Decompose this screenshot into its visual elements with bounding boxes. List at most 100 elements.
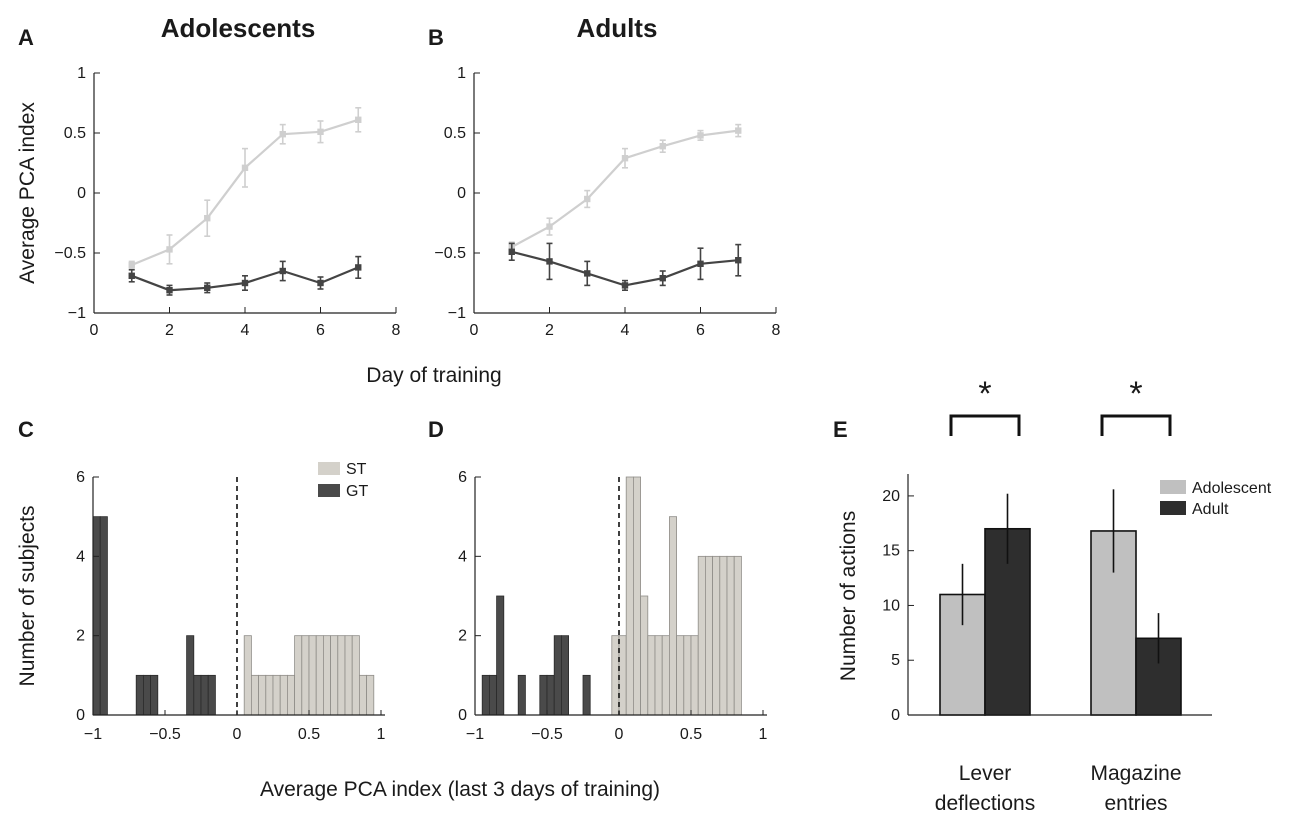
x-tick-label: 0: [90, 322, 99, 339]
x-tick-label: 6: [696, 322, 705, 339]
data-point-gt: [508, 248, 515, 255]
x-tick-label: 0: [470, 322, 479, 339]
data-point-st: [128, 261, 135, 269]
data-point-gt: [546, 258, 553, 265]
y-tick-label: 0.5: [64, 125, 86, 142]
hist-bar-st: [719, 555, 728, 716]
hist-bar-st: [301, 635, 310, 716]
data-point-gt: [697, 260, 704, 267]
data-point-gt: [279, 267, 286, 275]
data-point-st: [697, 132, 704, 139]
x-tick-label: 1: [377, 726, 386, 743]
shared-xlabel-top: Day of training: [366, 364, 501, 387]
panel-c-plot: 0 2 4 6 −1 −0.5 0 0.5 1: [76, 469, 385, 743]
hist-bar-gt: [207, 674, 216, 716]
panel-a-ylabel: Average PCA index: [16, 102, 39, 284]
panel-e-ylabel: Number of actions: [837, 511, 860, 681]
hist-bar-st: [669, 516, 678, 716]
data-point-gt: [128, 272, 135, 279]
data-point-st: [659, 143, 666, 150]
y-tick-label: 10: [882, 597, 900, 614]
legend-gt-label: GT: [346, 483, 368, 500]
y-tick-label: 0: [458, 707, 467, 724]
hist-bar-st: [265, 674, 274, 716]
legend-adult-swatch: [1160, 501, 1186, 515]
y-tick-label: 1: [77, 65, 86, 82]
data-point-gt: [659, 275, 666, 282]
hist-bar-st: [618, 635, 627, 716]
x-tick-label: 2: [545, 322, 554, 339]
hist-bar-gt: [517, 674, 526, 716]
panel-letter-d: D: [428, 417, 444, 442]
category-label: entries: [1104, 792, 1167, 815]
hist-bar-st: [726, 555, 735, 716]
significance-bracket: [949, 414, 1021, 436]
hist-bar-gt: [539, 674, 548, 716]
hist-bar-st: [611, 635, 620, 716]
significance-star: *: [978, 375, 991, 413]
hist-bar-st: [250, 674, 259, 716]
hist-bar-st: [647, 635, 656, 716]
hist-bar-st: [661, 635, 670, 716]
hist-bar-gt: [481, 674, 490, 716]
hist-bar-st: [712, 555, 721, 716]
data-point-gt: [317, 279, 324, 287]
y-tick-label: 0: [77, 185, 86, 202]
data-point-gt: [584, 270, 591, 277]
hist-bar-st: [308, 635, 317, 716]
data-point-st: [584, 195, 591, 203]
hist-bar-st: [683, 635, 692, 716]
panel-a-title: Adolescents: [161, 13, 316, 43]
y-tick-label: −0.5: [434, 245, 466, 262]
data-point-st: [621, 155, 629, 162]
panel-letter-a: A: [18, 25, 34, 50]
x-tick-label: 0.5: [680, 726, 702, 743]
data-point-gt: [355, 264, 362, 271]
y-tick-label: 2: [458, 628, 467, 645]
data-point-gt: [204, 284, 211, 291]
hist-bar-st: [344, 635, 353, 716]
x-tick-label: −1: [84, 726, 102, 743]
y-tick-label: 2: [76, 628, 85, 645]
y-tick-label: 4: [458, 548, 467, 565]
hist-bar-gt: [142, 674, 151, 716]
hist-bar-st: [286, 674, 295, 716]
hist-bar-st: [315, 635, 324, 716]
legend-gt-swatch: [318, 484, 340, 497]
significance-star: *: [1129, 375, 1142, 413]
hist-bar-st: [322, 635, 331, 716]
y-tick-label: 0: [457, 185, 466, 202]
x-tick-label: 1: [759, 726, 768, 743]
category-label: deflections: [935, 792, 1035, 815]
hist-bar-st: [625, 476, 634, 716]
y-tick-label: 6: [76, 469, 85, 486]
x-tick-label: 8: [772, 322, 781, 339]
hist-bar-st: [272, 674, 281, 716]
hist-bar-st: [258, 674, 267, 716]
legend-c: ST GT: [318, 461, 368, 500]
y-tick-label: 20: [882, 488, 900, 505]
category-label: Magazine: [1090, 762, 1181, 785]
hist-bar-gt: [186, 635, 195, 716]
data-point-st: [279, 131, 286, 138]
hist-bar-st: [279, 674, 288, 716]
panel-letter-b: B: [428, 25, 444, 50]
data-point-st: [166, 246, 173, 253]
data-point-gt: [735, 257, 742, 264]
legend-adolescent-label: Adolescent: [1192, 480, 1272, 497]
hist-bar-gt: [92, 516, 101, 716]
shared-xlabel-bottom: Average PCA index (last 3 days of traini…: [260, 778, 660, 801]
y-tick-label: 0.5: [444, 125, 466, 142]
legend-st-swatch: [318, 462, 340, 475]
hist-bar-st: [366, 674, 375, 716]
panel-e-plot: 0 5 10 15 20 Lever deflections * Magazine entries…: [882, 375, 1212, 815]
hist-bar-st: [337, 635, 346, 716]
significance-bracket: [1100, 414, 1172, 436]
hist-bar-st: [330, 635, 339, 716]
x-tick-label: 0: [615, 726, 624, 743]
x-tick-label: 0: [233, 726, 242, 743]
data-point-gt: [241, 279, 249, 287]
panel-b-title: Adults: [577, 13, 658, 43]
hist-bar-gt: [135, 674, 144, 716]
y-tick-label: 1: [457, 65, 466, 82]
